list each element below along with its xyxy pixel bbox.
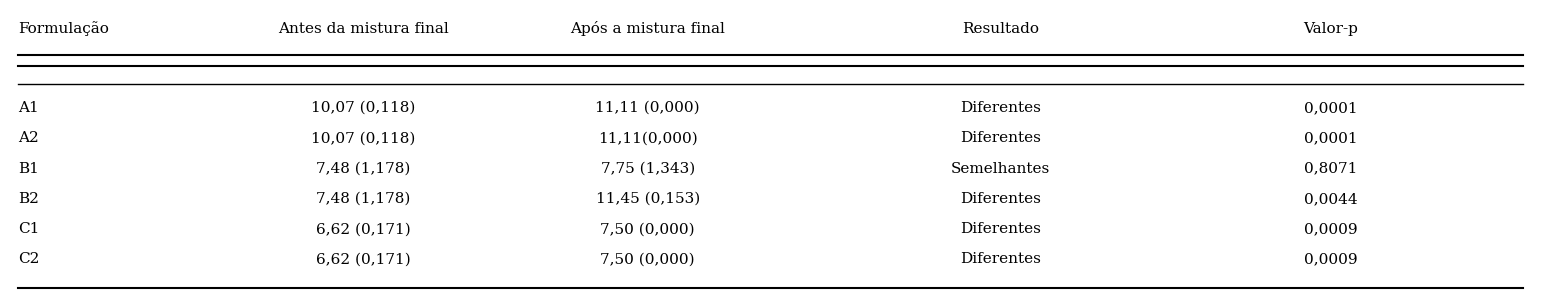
Text: 7,75 (1,343): 7,75 (1,343): [601, 162, 695, 176]
Text: 6,62 (0,171): 6,62 (0,171): [316, 253, 411, 266]
Text: Resultado: Resultado: [962, 22, 1039, 36]
Text: A2: A2: [18, 131, 39, 145]
Text: Valor-p: Valor-p: [1304, 22, 1358, 36]
Text: 0,8071: 0,8071: [1304, 162, 1358, 176]
Text: C2: C2: [18, 253, 40, 266]
Text: 0,0009: 0,0009: [1304, 222, 1358, 236]
Text: Formulação: Formulação: [18, 21, 109, 36]
Text: A1: A1: [18, 101, 39, 115]
Text: 0,0044: 0,0044: [1304, 192, 1358, 206]
Text: Diferentes: Diferentes: [960, 131, 1042, 145]
Text: 10,07 (0,118): 10,07 (0,118): [311, 101, 416, 115]
Text: Diferentes: Diferentes: [960, 101, 1042, 115]
Text: C1: C1: [18, 222, 40, 236]
Text: 7,48 (1,178): 7,48 (1,178): [316, 162, 411, 176]
Text: 11,11(0,000): 11,11(0,000): [598, 131, 698, 145]
Text: 0,0001: 0,0001: [1304, 131, 1358, 145]
Text: 0,0009: 0,0009: [1304, 253, 1358, 266]
Text: Antes da mistura final: Antes da mistura final: [279, 22, 448, 36]
Text: 6,62 (0,171): 6,62 (0,171): [316, 222, 411, 236]
Text: 7,50 (0,000): 7,50 (0,000): [601, 222, 695, 236]
Text: B1: B1: [18, 162, 39, 176]
Text: 11,45 (0,153): 11,45 (0,153): [595, 192, 700, 206]
Text: Após a mistura final: Após a mistura final: [570, 21, 726, 36]
Text: 10,07 (0,118): 10,07 (0,118): [311, 131, 416, 145]
Text: 11,11 (0,000): 11,11 (0,000): [595, 101, 700, 115]
Text: Semelhantes: Semelhantes: [951, 162, 1051, 176]
Text: 7,50 (0,000): 7,50 (0,000): [601, 253, 695, 266]
Text: 7,48 (1,178): 7,48 (1,178): [316, 192, 411, 206]
Text: Diferentes: Diferentes: [960, 222, 1042, 236]
Text: Diferentes: Diferentes: [960, 253, 1042, 266]
Text: B2: B2: [18, 192, 39, 206]
Text: 0,0001: 0,0001: [1304, 101, 1358, 115]
Text: Diferentes: Diferentes: [960, 192, 1042, 206]
